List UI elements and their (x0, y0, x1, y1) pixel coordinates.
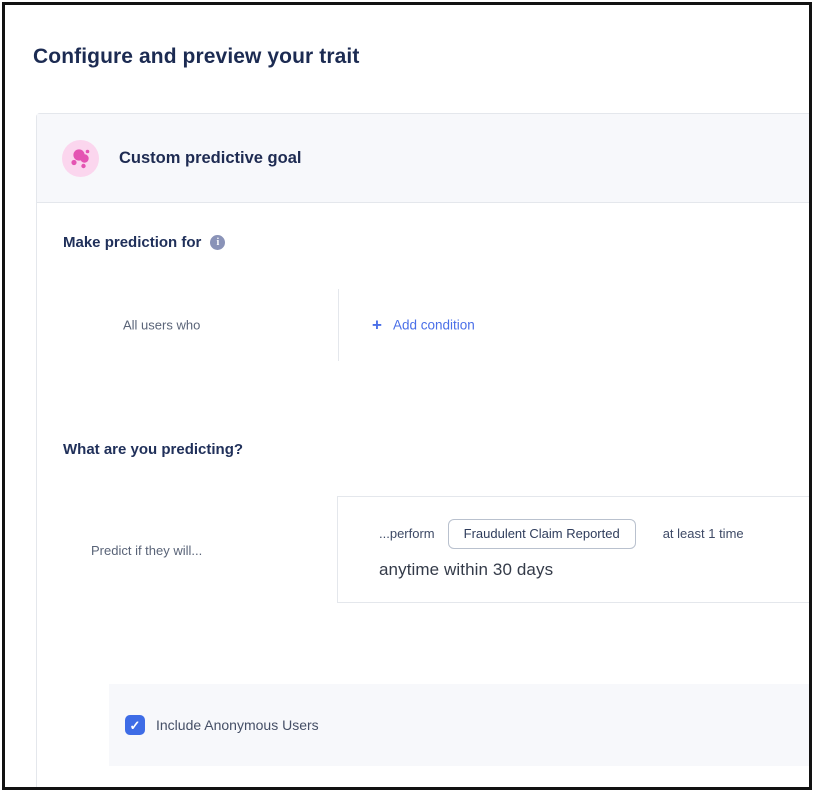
event-selector-button[interactable]: Fraudulent Claim Reported (447, 519, 636, 549)
page-title: Configure and preview your trait (33, 45, 360, 69)
prediction-panel: ...perform Fraudulent Claim Reported at … (337, 496, 809, 603)
frequency-label: at least 1 time (662, 526, 744, 542)
predict-if-they-will-label: Predict if they will... (91, 543, 203, 558)
anonymous-users-panel: ✓ Include Anonymous Users (109, 684, 809, 766)
prediction-rule-row: ...perform Fraudulent Claim Reported at … (379, 519, 809, 549)
all-users-who-label: All users who (123, 317, 201, 333)
time-window-label: anytime within 30 days (379, 559, 554, 579)
add-condition-label: Add condition (392, 317, 475, 333)
add-condition-button[interactable]: + Add condition (372, 317, 475, 334)
card-header: Custom predictive goal (37, 114, 809, 203)
checkmark-icon: ✓ (129, 717, 141, 733)
card-title: Custom predictive goal (119, 148, 302, 167)
anonymous-users-checkbox[interactable]: ✓ (125, 715, 145, 735)
predictive-goal-icon (62, 139, 99, 177)
what-are-you-predicting-label: What are you predicting? (63, 441, 244, 458)
perform-prefix-label: ...perform (379, 526, 435, 542)
row-divider (338, 289, 339, 361)
make-prediction-for-label: Make prediction for (63, 234, 202, 251)
audience-condition-row: All users who + Add condition (37, 289, 809, 361)
anonymous-users-label: Include Anonymous Users (156, 717, 319, 733)
make-prediction-for-heading: Make prediction for i (63, 234, 226, 251)
trait-config-card: Custom predictive goal Make prediction f… (36, 113, 809, 787)
what-are-you-predicting-heading: What are you predicting? (63, 441, 243, 458)
plus-icon: + (372, 315, 382, 335)
info-icon[interactable]: i (210, 235, 226, 250)
